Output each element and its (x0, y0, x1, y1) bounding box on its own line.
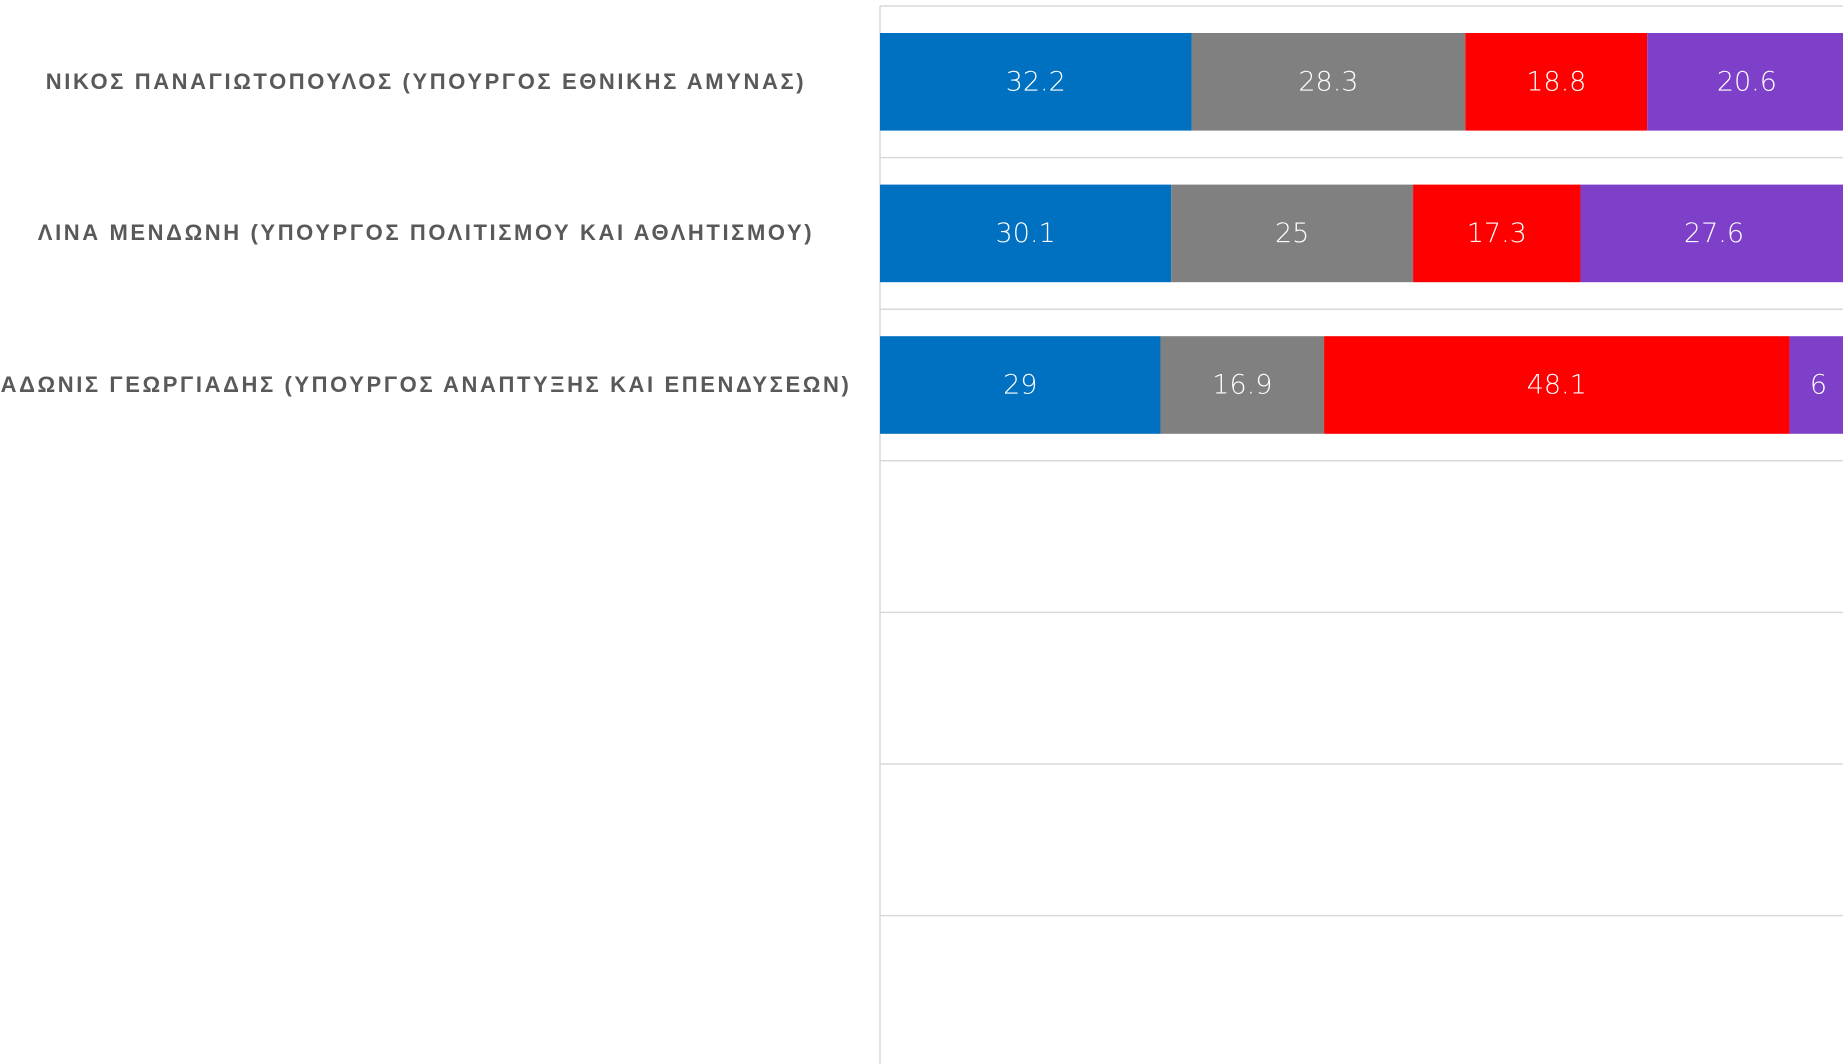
bar-segment (1789, 336, 1843, 434)
data-label: 32.2 (1006, 66, 1066, 97)
data-label: 6 (1810, 370, 1827, 401)
category-label: ΝΙΚΟΣ ΠΑΝΑΓΙΩΤΟΠΟΥΛΟΣ (ΥΠΟΥΡΓΟΣ ΕΘΝΙΚΗΣ … (45, 68, 807, 94)
data-label: 25 (1275, 218, 1309, 249)
bar-segment (1324, 336, 1790, 434)
data-label: 30.1 (996, 218, 1056, 249)
category-label: ΛΙΝΑ ΜΕΝΔΩΝΗ (ΥΠΟΥΡΓΟΣ ΠΟΛΙΤΙΣΜΟΥ ΚΑΙ ΑΘ… (37, 220, 815, 246)
bar-segment (1580, 184, 1843, 283)
bar-segment (880, 33, 1192, 131)
bar-segment (1647, 33, 1843, 131)
data-label: 48.1 (1527, 370, 1587, 401)
bar-segment (880, 184, 1172, 283)
data-label: 16.9 (1212, 370, 1272, 401)
data-label: 17.3 (1467, 218, 1527, 249)
data-label: 28.3 (1298, 66, 1358, 97)
data-label: 29 (1003, 370, 1037, 401)
data-label: 20.6 (1717, 66, 1777, 97)
data-label: 18.8 (1526, 66, 1586, 97)
bar-segment (880, 336, 1161, 434)
data-label: 27.6 (1684, 218, 1744, 249)
category-label: ΑΔΩΝΙΣ ΓΕΩΡΓΙΑΔΗΣ (ΥΠΟΥΡΓΟΣ ΑΝΑΠΤΥΞΗΣ ΚΑ… (0, 372, 852, 397)
bar-segment (1160, 336, 1325, 434)
bar-segment (1171, 184, 1414, 283)
bar-segment (1465, 33, 1648, 131)
bar-segment (1191, 33, 1466, 131)
bar-segment (1413, 184, 1581, 283)
